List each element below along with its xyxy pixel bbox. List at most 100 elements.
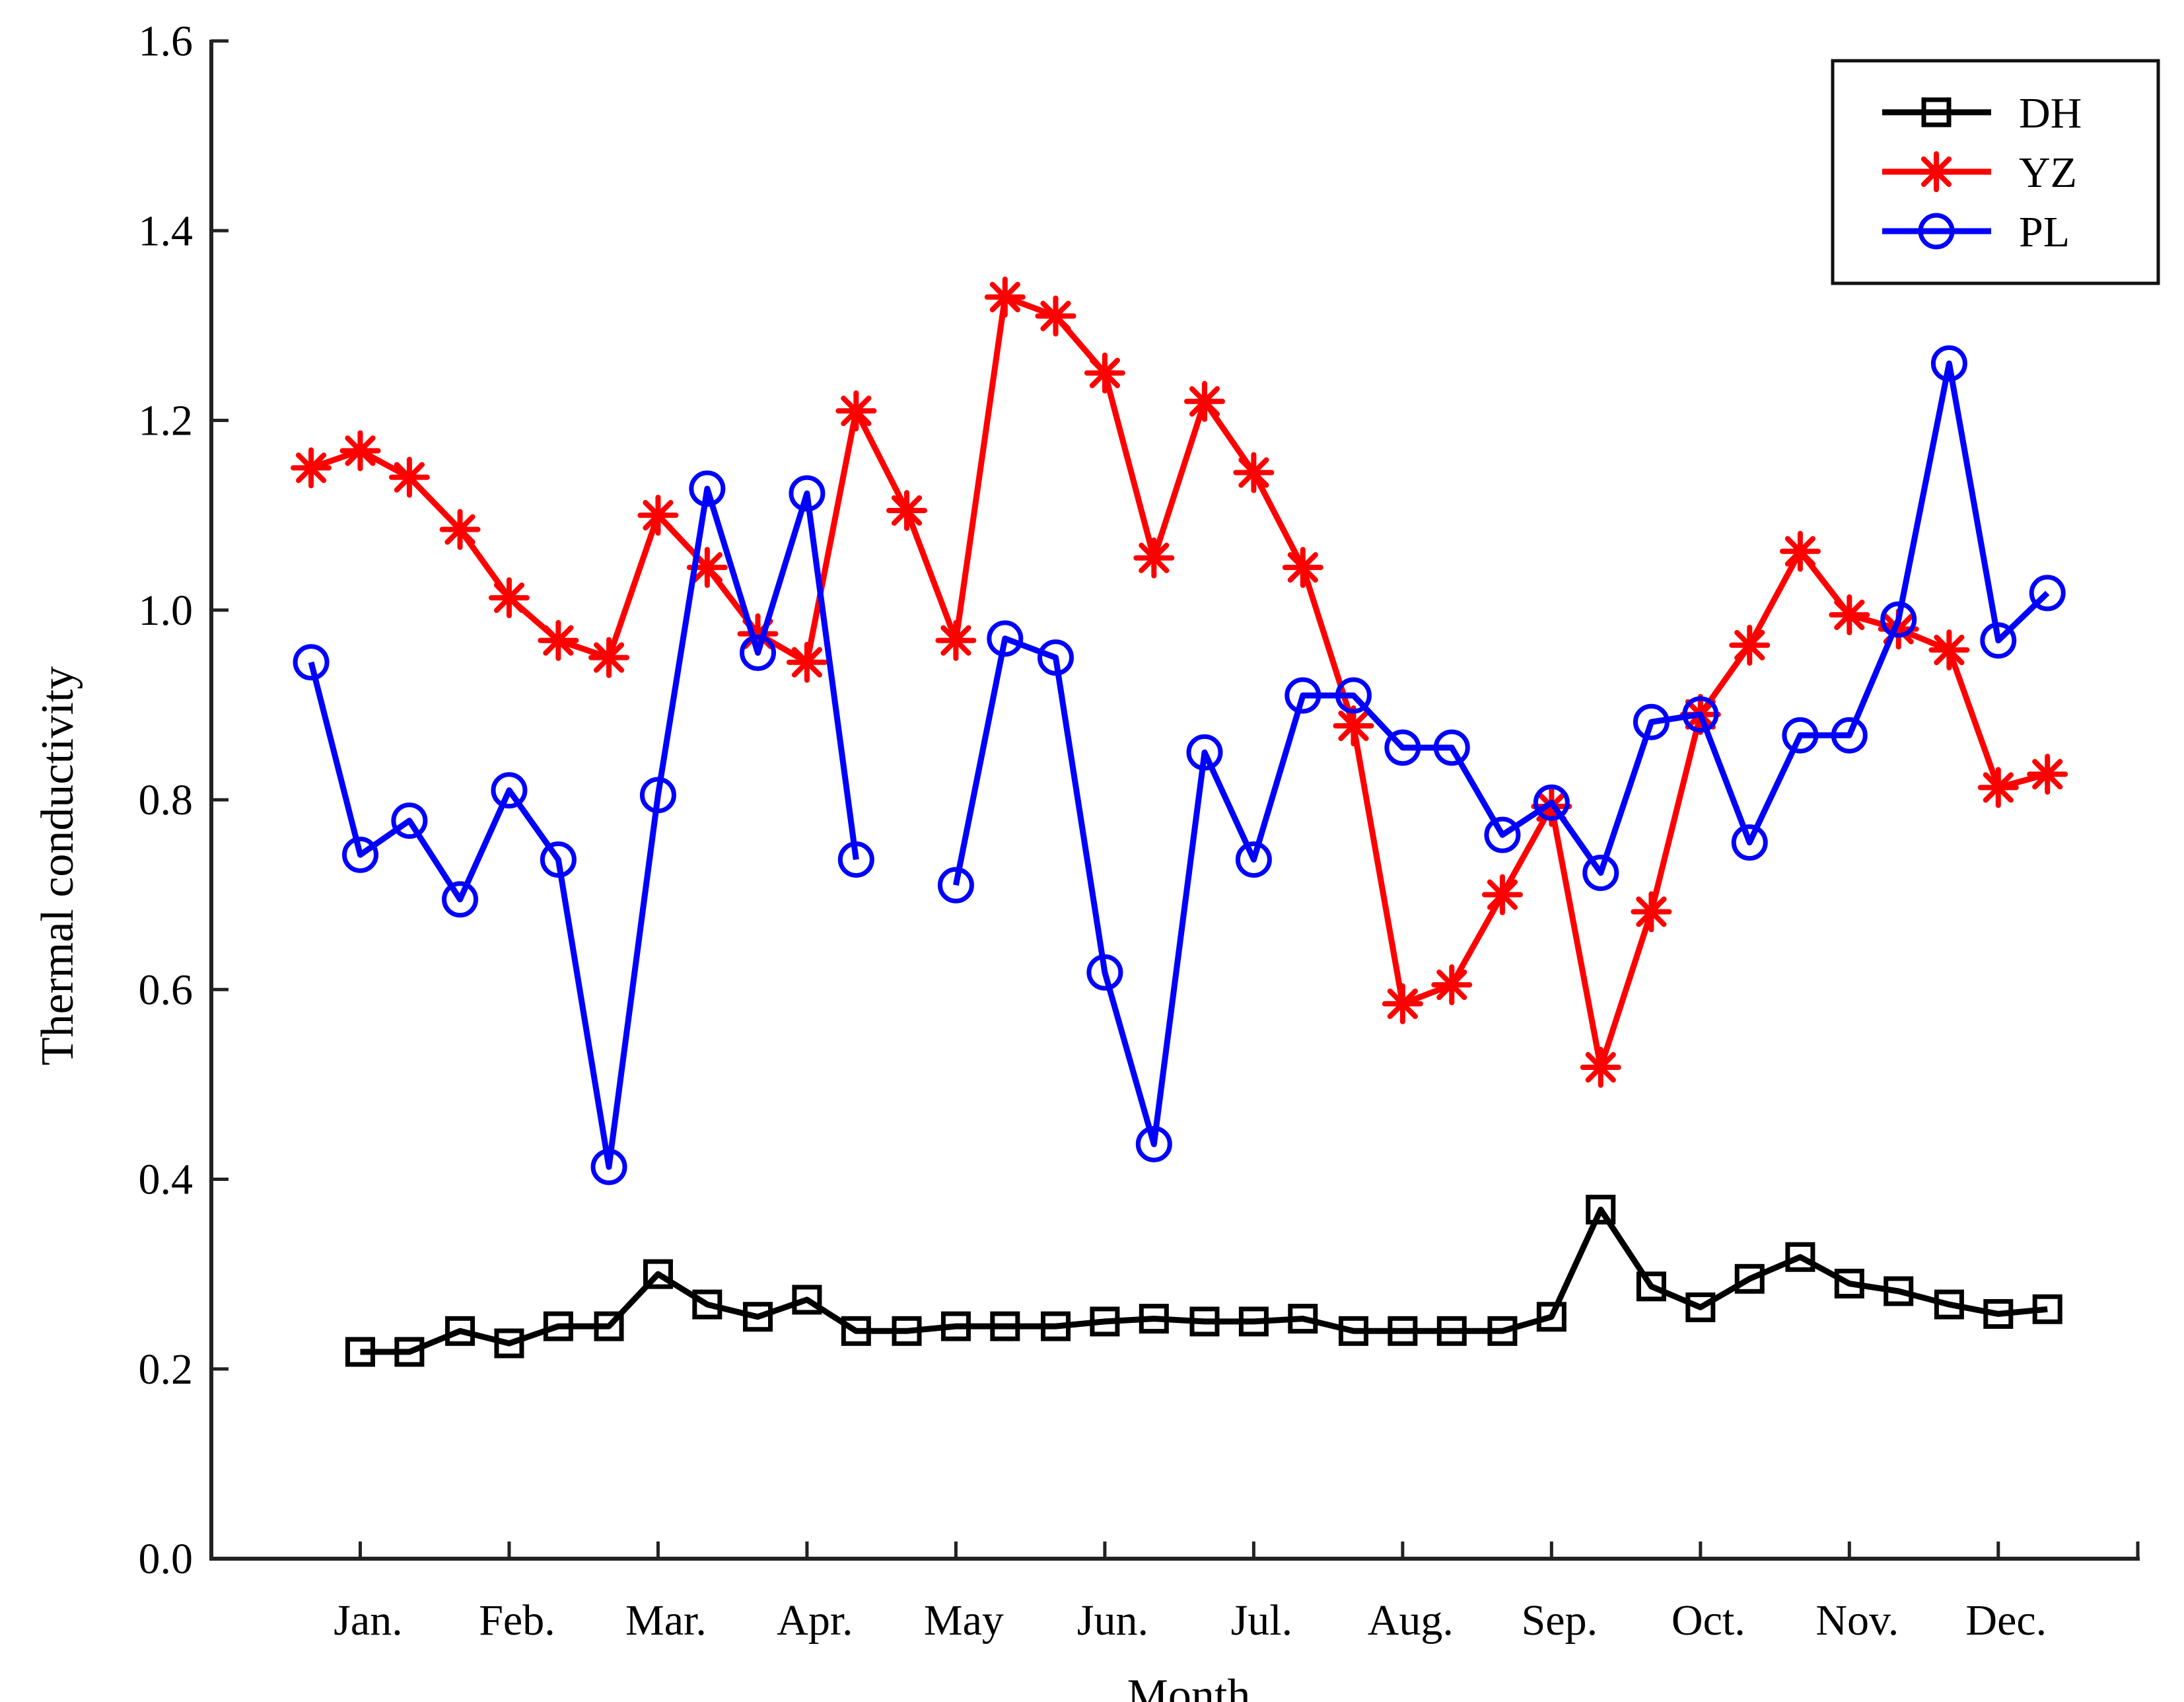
data-point-dh — [1734, 1263, 1765, 1294]
data-point-yz — [1481, 874, 1523, 915]
x-tick-label: Apr. — [777, 1596, 853, 1645]
data-point-yz — [1779, 530, 1821, 572]
data-point-pl — [689, 470, 726, 507]
legend-marker-dh — [1921, 97, 1952, 127]
data-point-dh — [594, 1311, 624, 1341]
data-point-dh — [841, 1316, 871, 1346]
data-point-yz — [1035, 295, 1076, 337]
legend-box — [1831, 59, 2160, 285]
series-line-pl — [308, 485, 859, 1170]
data-point-yz — [886, 489, 928, 531]
data-point-pl — [1533, 784, 1570, 821]
data-point-dh — [1189, 1306, 1220, 1337]
data-point-yz — [1431, 964, 1473, 1006]
data-point-dh — [1586, 1194, 1616, 1224]
data-point-pl — [540, 841, 577, 878]
data-point-dh — [1338, 1316, 1368, 1346]
y-tick-label: 0.6 — [139, 966, 194, 1014]
data-point-yz — [291, 447, 332, 489]
axes: 0.0 0.2 0.4 0.6 0.8 1.0 1.2 1.4 1.6 Jan. Feb. Mar. A… — [139, 17, 2140, 1645]
data-point-pl — [442, 881, 479, 918]
data-point-pl — [2029, 575, 2066, 612]
data-point-yz — [1829, 594, 1870, 635]
data-point-dh — [1487, 1316, 1518, 1346]
y-tick-label: 1.6 — [139, 17, 194, 65]
x-tick-label: Mar. — [625, 1596, 707, 1645]
data-point-yz — [835, 390, 877, 432]
data-point-dh — [940, 1311, 971, 1341]
legend-item-yz: YZ — [1882, 149, 2077, 197]
data-point-yz — [588, 637, 630, 678]
data-point-dh — [1785, 1242, 1815, 1272]
data-point-pl — [937, 867, 974, 904]
data-point-dh — [1636, 1271, 1666, 1302]
x-tick-label: Jan. — [334, 1596, 402, 1645]
series-line-yz — [310, 294, 2049, 1071]
data-point-dh — [2032, 1294, 2062, 1324]
y-tick-label: 1.0 — [139, 586, 194, 635]
y-tick-label: 1.2 — [139, 397, 194, 445]
data-point-dh — [1884, 1276, 1914, 1306]
x-axis-label: Month — [1127, 1670, 1251, 1702]
data-point-dh — [1040, 1311, 1071, 1341]
data-point-pl — [1831, 717, 1868, 754]
x-tick-label: Oct. — [1672, 1596, 1745, 1645]
x-tick-label: Dec. — [1965, 1596, 2047, 1645]
data-point-dh — [445, 1316, 476, 1346]
x-tick-label: Feb. — [479, 1596, 555, 1645]
legend-item-pl: PL — [1882, 208, 2070, 256]
legend-label-dh: DH — [2019, 89, 2082, 137]
data-point-yz — [1183, 380, 1225, 422]
data-point-dh — [345, 1337, 375, 1367]
series-dh — [345, 1194, 2062, 1367]
data-point-pl — [1633, 703, 1670, 740]
data-point-yz — [439, 509, 481, 550]
legend: DH YZ PL — [1831, 59, 2160, 285]
series-pl — [293, 345, 2066, 1186]
data-point-dh — [1536, 1302, 1567, 1332]
data-point-pl — [391, 802, 428, 839]
data-point-yz — [488, 577, 530, 619]
data-point-dh — [990, 1311, 1020, 1341]
data-point-dh — [1834, 1268, 1864, 1298]
data-point-dh — [792, 1285, 822, 1315]
data-point-pl — [1484, 816, 1521, 853]
data-point-yz — [1382, 983, 1423, 1024]
data-point-yz — [935, 620, 977, 661]
data-point-yz — [1631, 891, 1672, 933]
data-point-dh — [494, 1328, 524, 1359]
x-tick-label: Jul. — [1231, 1596, 1293, 1645]
data-point-dh — [743, 1302, 773, 1332]
data-point-pl — [1731, 824, 1768, 861]
data-point-pl — [639, 777, 676, 814]
data-point-pl — [491, 772, 528, 809]
data-point-yz — [1928, 629, 1970, 671]
data-point-pl — [837, 841, 874, 878]
data-point-yz — [637, 495, 679, 536]
data-point-dh — [643, 1259, 673, 1289]
legend-label-yz: YZ — [2019, 149, 2077, 197]
data-point-dh — [1983, 1298, 2014, 1329]
data-point-dh — [892, 1316, 922, 1346]
data-point-pl — [1582, 855, 1619, 892]
data-point-dh — [1238, 1306, 1269, 1337]
x-tick-label: Sep. — [1522, 1596, 1598, 1645]
data-point-pl — [1930, 345, 1967, 382]
data-point-dh — [1388, 1316, 1418, 1346]
data-point-yz — [2027, 754, 2068, 795]
data-point-yz — [1233, 452, 1275, 493]
data-point-pl — [1335, 677, 1372, 714]
data-point-pl — [341, 836, 378, 873]
x-tick-label: Nov. — [1815, 1596, 1899, 1645]
data-point-dh — [1288, 1304, 1318, 1334]
data-point-yz — [339, 430, 381, 472]
data-point-dh — [394, 1337, 425, 1367]
data-point-pl — [1880, 601, 1917, 638]
data-point-pl — [789, 475, 826, 512]
data-point-yz — [1729, 624, 1771, 666]
series-layer — [291, 276, 2068, 1367]
data-point-pl — [1285, 677, 1321, 714]
data-point-pl — [1384, 729, 1421, 766]
data-point-dh — [1139, 1304, 1169, 1334]
